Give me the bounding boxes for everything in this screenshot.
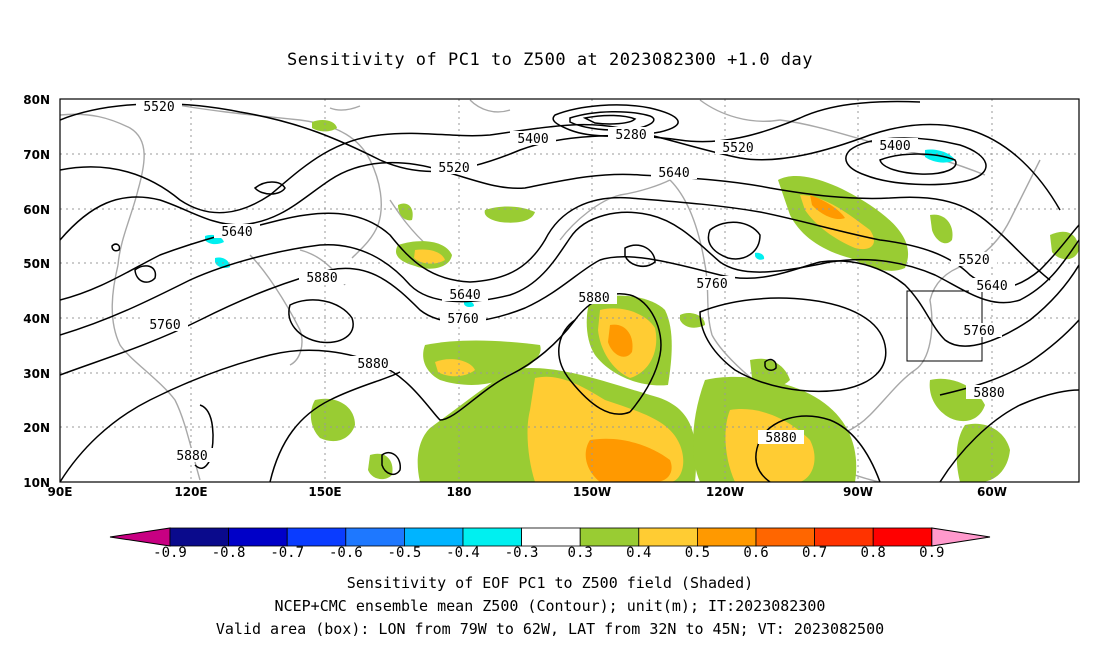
colorbar-label: 0.3 [568, 545, 593, 561]
shade-green [680, 313, 705, 328]
contour-label: 5640 [221, 225, 252, 240]
lon-label: 150W [573, 485, 611, 499]
colorbar-label: 0.8 [861, 545, 886, 561]
contour-label: 5400 [517, 132, 548, 147]
footer-line-1: Sensitivity of EOF PC1 to Z500 field (Sh… [346, 574, 754, 592]
lat-label: 50N [23, 257, 50, 271]
contour-label: 5520 [958, 253, 989, 268]
shade-green [398, 203, 413, 221]
contour-label: 5520 [722, 141, 753, 156]
longitude-labels: 90E 120E 150E 180 150W 120W 90W 60W [48, 485, 1007, 499]
shade-yellow [435, 359, 475, 377]
footer-line-3: Valid area (box): LON from 79W to 62W, L… [215, 620, 885, 638]
contour-label: 5880 [765, 431, 796, 446]
map-title: Sensitivity of PC1 to Z500 at 2023082300… [286, 50, 813, 70]
contour-label: 5520 [438, 161, 469, 176]
colorbar-label: 0.4 [626, 545, 651, 561]
colorbar-label: -0.8 [212, 545, 246, 561]
gridlines [60, 99, 1079, 482]
colorbar-low-triangle [109, 527, 171, 547]
map-frame [59, 98, 1080, 483]
lon-label: 90W [843, 485, 873, 499]
shade-green [368, 453, 393, 480]
colorbar-swatch [638, 527, 698, 547]
colorbar-swatch [286, 527, 347, 547]
shade-yellow [414, 249, 445, 264]
contour-label: 5880 [578, 291, 609, 306]
shade-green [956, 423, 1010, 482]
lon-label: 150E [308, 485, 341, 499]
contour-label: 5880 [176, 449, 207, 464]
colorbar-label: -0.7 [270, 545, 304, 561]
lat-label: 40N [23, 312, 50, 326]
shade-cyan [755, 252, 765, 260]
colorbar-swatch [814, 527, 874, 547]
colorbar-label: 0.6 [743, 545, 768, 561]
contour-label: 5880 [357, 357, 388, 372]
colorbar-label: -0.5 [388, 545, 422, 561]
colorbar-swatch [697, 527, 757, 547]
colorbar: -0.9 -0.8 -0.7 -0.6 -0.5 -0.4 -0.3 0.3 0.4 0.5 0.6… [109, 527, 991, 561]
contour-label: 5760 [447, 312, 478, 327]
lat-label: 30N [23, 367, 50, 381]
shade-orange [585, 438, 672, 482]
contour-label: 5640 [976, 279, 1007, 294]
contour-label: 5880 [973, 386, 1004, 401]
shade-orange [810, 195, 845, 220]
colorbar-label: -0.9 [153, 545, 187, 561]
colorbar-label: -0.4 [446, 545, 480, 561]
lon-label: 120E [174, 485, 207, 499]
colorbar-swatch [403, 527, 464, 547]
shade-orange [608, 324, 633, 357]
contour-label: 5520 [143, 100, 174, 115]
colorbar-swatch [345, 527, 405, 547]
lon-label: 180 [446, 485, 471, 499]
footer-line-2: NCEP+CMC ensemble mean Z500 (Contour); u… [274, 597, 826, 615]
lat-label: 20N [23, 421, 50, 435]
colorbar-swatch [755, 527, 815, 547]
colorbar-label: -0.3 [505, 545, 539, 561]
colorbar-label: 0.9 [919, 545, 944, 561]
colorbar-swatch [872, 527, 933, 547]
colorbar-swatch [169, 527, 229, 547]
colorbar-label: -0.6 [329, 545, 363, 561]
lat-label: 70N [23, 148, 50, 162]
contour-label: 5280 [615, 128, 646, 143]
shade-green [310, 398, 355, 442]
lat-label: 80N [23, 93, 50, 107]
shade-green [930, 214, 953, 244]
colorbar-swatch [579, 527, 640, 547]
contour-label: 5760 [963, 324, 994, 339]
contour-label: 5640 [658, 166, 689, 181]
contour-label: 5760 [696, 277, 727, 292]
colorbar-swatch [228, 527, 288, 547]
contour-label: 5880 [306, 271, 337, 286]
contour-label: 5400 [879, 139, 910, 154]
shade-cyan [464, 301, 474, 308]
lon-label: 60W [977, 485, 1007, 499]
lon-label: 90E [48, 485, 73, 499]
colorbar-label: 0.5 [685, 545, 710, 561]
shade-green [484, 206, 535, 223]
lon-label: 120W [706, 485, 744, 499]
colorbar-high-triangle [931, 527, 991, 547]
latitude-labels: 80N 70N 60N 50N 40N 30N 20N 10N [23, 93, 50, 490]
colorbar-swatch [521, 527, 581, 547]
shade-green [312, 120, 337, 132]
lat-label: 60N [23, 203, 50, 217]
contour-label: 5640 [449, 288, 480, 303]
contour-label: 5760 [149, 318, 180, 333]
colorbar-label: 0.7 [802, 545, 827, 561]
contour-labels: 5520 5400 5280 5520 5400 5520 5640 5640 … [136, 99, 1015, 464]
lat-label: 10N [23, 476, 50, 490]
colorbar-swatch [462, 527, 522, 547]
